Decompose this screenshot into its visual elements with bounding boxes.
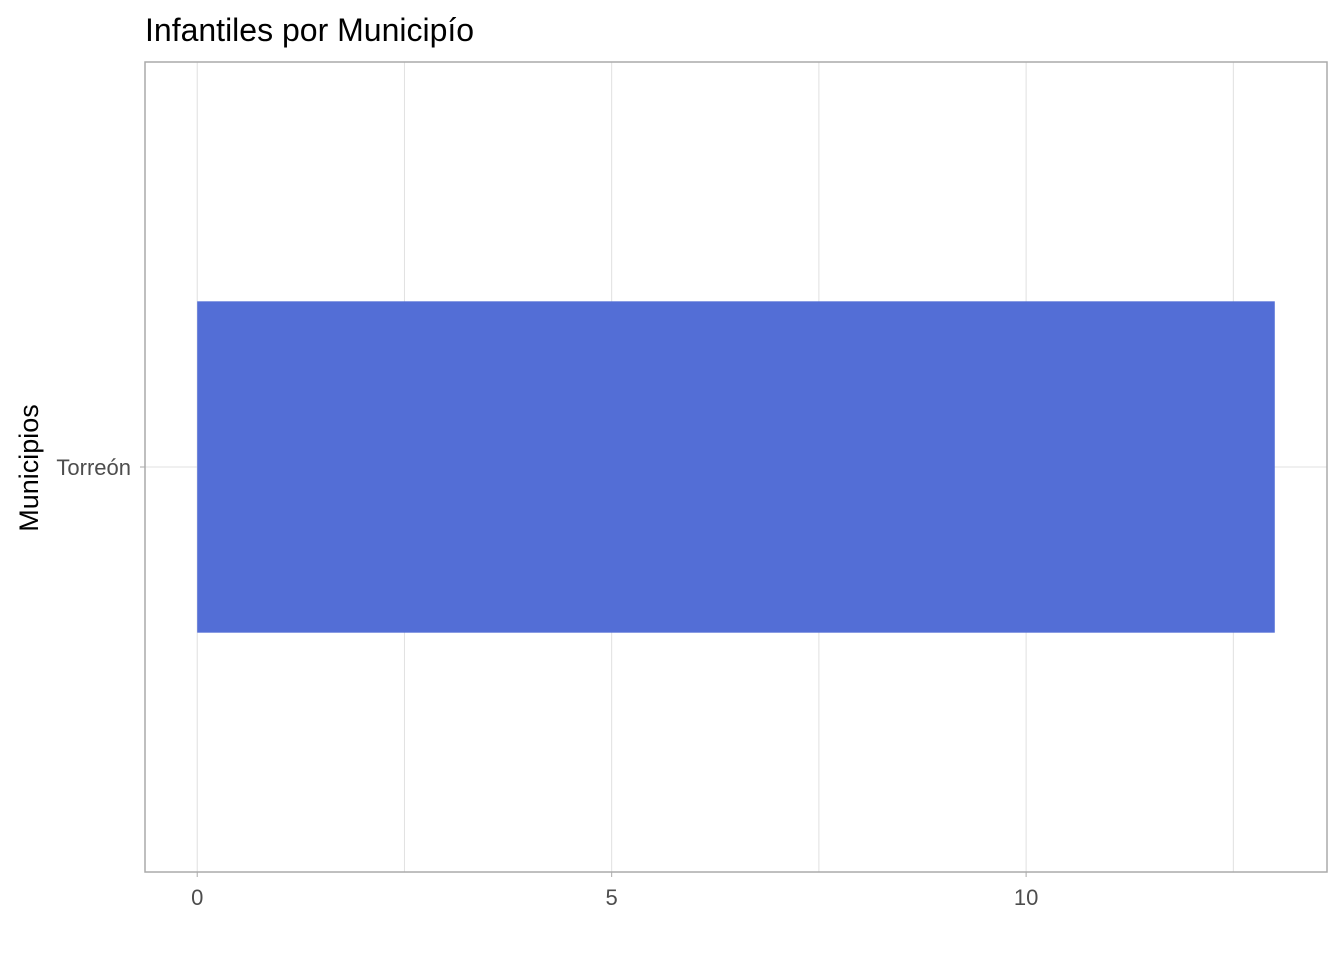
x-axis-ticks: 0 5 10 [191, 872, 1038, 910]
x-tick-label: 5 [606, 885, 618, 910]
bar-torre-n [197, 301, 1275, 633]
chart-title: Infantiles por Municipío [145, 12, 474, 48]
x-tick-label: 10 [1014, 885, 1038, 910]
y-axis-ticks: Torreón [56, 455, 145, 480]
bars [197, 301, 1275, 633]
y-tick-label: Torreón [56, 455, 131, 480]
x-tick-label: 0 [191, 885, 203, 910]
y-axis-label: Municipios [14, 404, 44, 532]
